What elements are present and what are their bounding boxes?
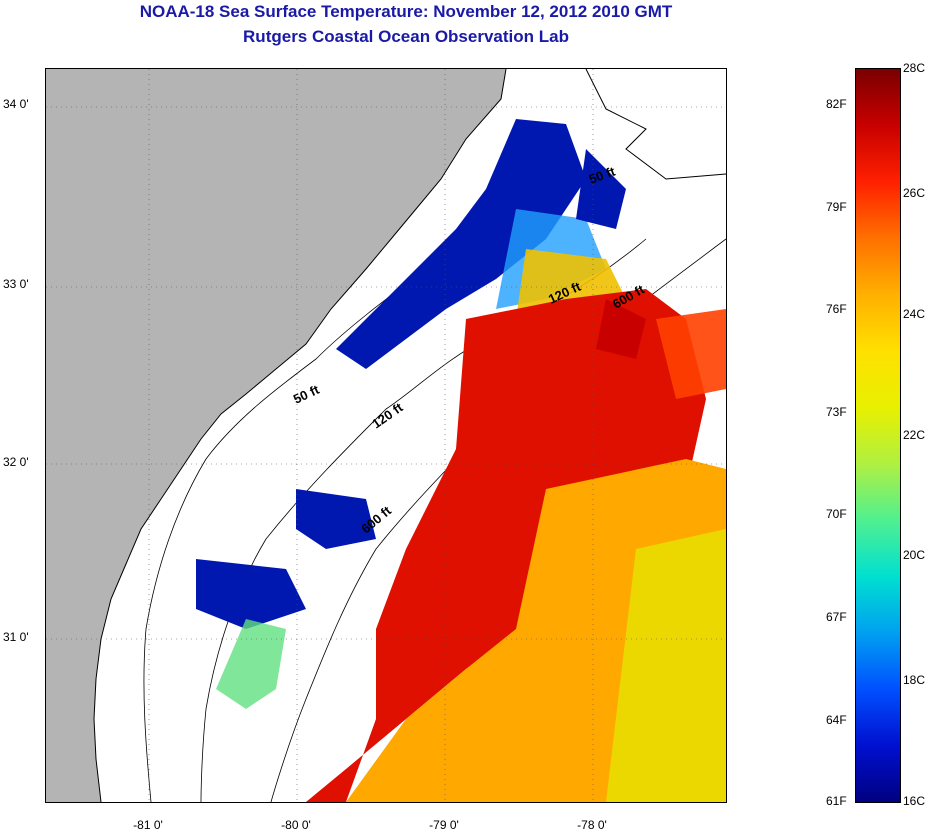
map-subtitle: Rutgers Coastal Ocean Observation Lab [243,27,569,46]
lon-tick-label: -80 0' [281,818,311,832]
lat-tick-label: 34 0' [3,97,29,111]
isobath-label-120ft-south: 120 ft [369,399,406,431]
colorbar-celsius-label: 20C [903,548,926,563]
colorbar-celsius-label: 28C [903,61,926,75]
coastline [93,69,507,802]
colorbar-celsius-label: 22C [903,427,926,442]
sst-map: 50 ft 120 ft 600 ft 50 ft 120 ft 600 ft [45,68,727,803]
graticule [46,69,726,802]
lon-tick-label: -79 0' [429,818,459,832]
coastline-northeast [585,69,726,180]
colorbar-fahrenheit-label: 64F [826,712,847,727]
colorbar-fahrenheit-label: 82F [826,96,847,111]
lon-tick-label: -81 0' [133,818,163,832]
colorbar-fahrenheit-label: 76F [826,302,847,317]
map-title: NOAA-18 Sea Surface Temperature: Novembe… [139,2,673,21]
lat-tick-label: 33 0' [3,277,29,291]
colorbar-celsius-label: 16C [903,794,926,808]
colorbar-fahrenheit-label: 67F [826,610,847,625]
land-area [46,69,506,802]
colorbar-celsius-label: 26C [903,185,926,200]
temperature-colorbar [855,68,901,803]
lon-tick-label: -78 0' [577,818,607,832]
lat-tick-label: 32 0' [3,455,29,469]
colorbar-fahrenheit-label: 61F [826,794,847,808]
isobath-label-50ft-south: 50 ft [291,382,322,407]
colorbar-fahrenheit-label: 70F [826,507,847,522]
sst-field [196,119,726,802]
colorbar-celsius-label: 24C [903,306,926,321]
colorbar-celsius-label: 18C [903,673,926,688]
lat-tick-label: 31 0' [3,630,29,644]
colorbar-fahrenheit-label: 73F [826,404,847,419]
colorbar-fahrenheit-label: 79F [826,199,847,214]
